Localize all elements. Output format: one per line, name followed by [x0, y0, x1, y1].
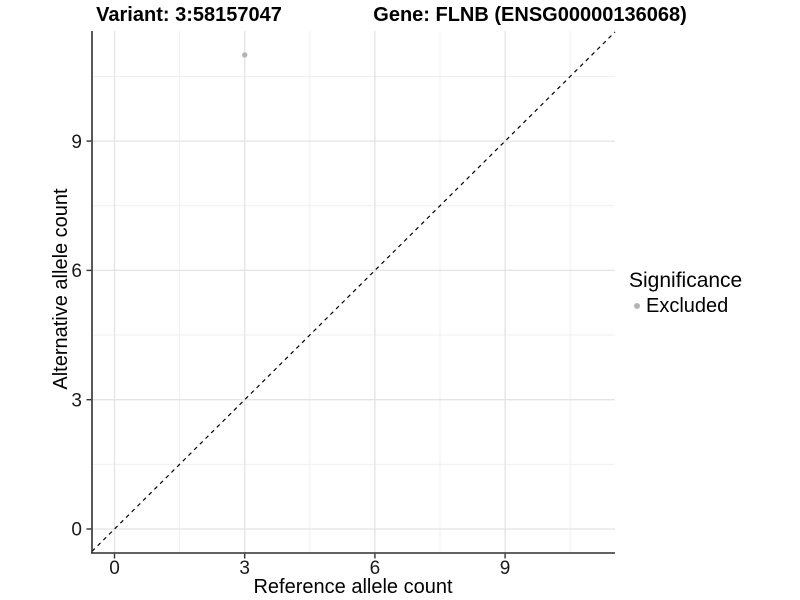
y-tick-label: 6: [71, 261, 82, 282]
plot-title-gene: Gene: FLNB (ENSG00000136068): [373, 4, 687, 26]
y-axis-title: Alternative allele count: [50, 188, 72, 390]
x-tick-label: 3: [239, 558, 250, 579]
x-tick-label: 9: [500, 558, 511, 579]
legend-dot-icon: [634, 303, 640, 309]
y-tick-label: 9: [71, 132, 82, 153]
y-tick-label: 3: [71, 390, 82, 411]
legend-entry: Excluded: [629, 294, 742, 318]
x-axis-title: Reference allele count: [253, 576, 453, 598]
x-tick-label: 0: [109, 558, 120, 579]
y-tick-label: 0: [71, 520, 82, 541]
legend: Significance Excluded: [629, 268, 742, 318]
plot-title-variant: Variant: 3:58157047: [96, 4, 282, 26]
x-tick-label: 6: [370, 558, 381, 579]
identity-reference-line: [91, 31, 616, 552]
legend-title: Significance: [629, 269, 743, 292]
legend-entries: Excluded: [629, 294, 742, 318]
legend-entry-label: Excluded: [646, 295, 729, 317]
data-point-excluded: [242, 52, 248, 58]
